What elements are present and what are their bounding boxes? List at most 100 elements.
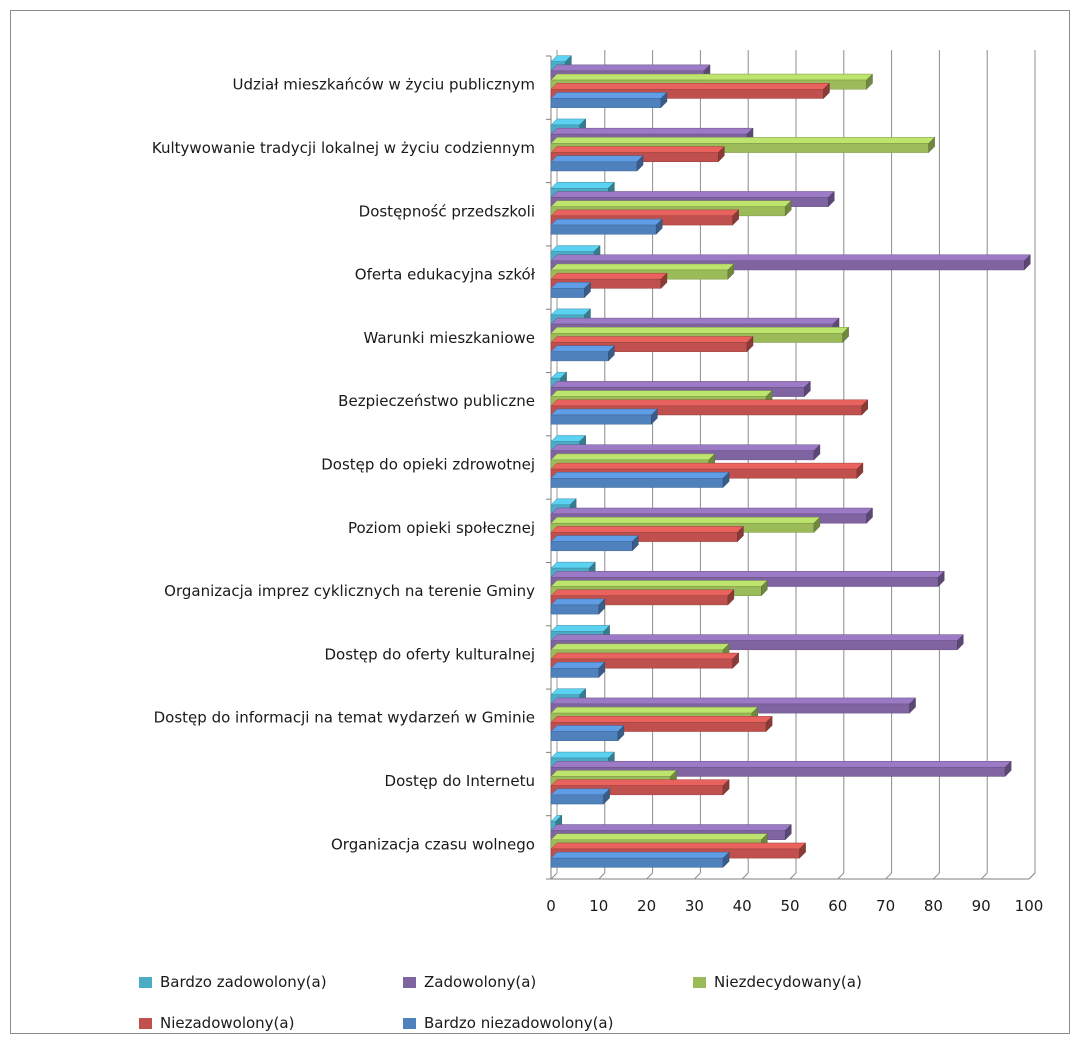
category-label: Warunki mieszkaniowe	[363, 329, 535, 347]
bar-end-face	[746, 335, 754, 353]
gridline-floor	[550, 872, 558, 880]
bar	[550, 91, 668, 109]
bar-top-face	[550, 453, 716, 461]
bar-top-face	[550, 272, 668, 280]
bar-front-face	[550, 667, 600, 678]
bar-front-face	[550, 731, 619, 741]
bar	[550, 715, 773, 733]
bar-top-face	[550, 137, 936, 144]
bar-end-face	[866, 73, 873, 90]
bar-end-face	[823, 82, 830, 100]
bar-front-face	[550, 288, 585, 298]
bar	[550, 218, 663, 235]
bar	[550, 525, 745, 543]
bar-end-face	[928, 136, 935, 154]
bar-end-face	[784, 200, 792, 217]
bar	[550, 851, 730, 868]
bar-top-face	[550, 444, 821, 451]
bar-end-face	[784, 823, 792, 841]
bar-top-face	[550, 760, 1012, 768]
bar-front-face	[550, 161, 638, 172]
category-label: Dostęp do opieki zdrowotnej	[321, 456, 535, 474]
legend-swatch	[139, 1017, 152, 1029]
bar-top-face	[550, 851, 730, 859]
bar-top-face	[550, 146, 725, 153]
bar-top-face	[550, 507, 874, 515]
bar-top-face	[550, 254, 1031, 262]
bar-top-face	[550, 345, 615, 352]
bar	[550, 779, 730, 796]
bar-top-face	[550, 308, 592, 316]
gridline-floor	[598, 872, 606, 880]
bar-top-face	[550, 182, 615, 189]
x-tick-label: 70	[876, 897, 895, 915]
category-label: Dostęp do Internetu	[385, 772, 535, 790]
bar	[550, 652, 740, 669]
bar	[550, 254, 1031, 271]
bar-top-face	[550, 625, 611, 632]
bar	[550, 272, 668, 289]
x-tick-label: 40	[733, 897, 752, 915]
legend-label: Bardzo zadowolony(a)	[160, 973, 327, 991]
bar-end-face	[722, 851, 730, 868]
bar-end-face	[866, 507, 873, 524]
category-label: Oferta edukacyjna szkół	[355, 266, 536, 284]
bar	[550, 335, 754, 353]
bar-top-face	[550, 472, 730, 479]
bar-end-face	[813, 516, 821, 534]
bar-end-face	[842, 326, 849, 344]
x-tick-label: 100	[1015, 897, 1044, 915]
bar-end-face	[909, 697, 916, 714]
bar-top-face	[550, 652, 740, 660]
bar-top-face	[550, 282, 592, 289]
x-tick-label: 20	[637, 897, 656, 915]
bar-end-face	[617, 724, 625, 742]
bar-top-face	[550, 155, 644, 163]
bar-front-face	[550, 604, 600, 615]
bar-top-face	[550, 408, 658, 416]
bar	[550, 82, 831, 100]
bar-top-face	[550, 580, 768, 587]
bar-end-face	[598, 598, 606, 615]
bar	[550, 408, 658, 425]
bar-front-face	[550, 98, 662, 108]
bar-top-face	[550, 218, 663, 226]
bar-end-face	[632, 535, 639, 552]
bar	[550, 345, 615, 362]
legend-item: Bardzo niezadowolony(a)	[403, 1014, 613, 1032]
bar-top-face	[550, 336, 754, 343]
legend-swatch	[139, 976, 152, 988]
category-label: Dostęp do oferty kulturalnej	[324, 645, 535, 663]
bar-end-face	[636, 155, 644, 172]
bar-end-face	[727, 263, 735, 280]
bar-top-face	[550, 263, 735, 271]
bar-end-face	[827, 190, 835, 208]
bar	[550, 634, 964, 651]
bar-front-face	[550, 351, 609, 362]
x-tick-label: 10	[589, 897, 608, 915]
bar-top-face	[550, 462, 864, 470]
bar-top-face	[550, 661, 606, 669]
bar-top-face	[550, 127, 754, 135]
bar-top-face	[550, 571, 945, 578]
gridline-floor	[789, 872, 797, 880]
legend-item: Zadowolony(a)	[403, 973, 536, 991]
bar-front-face	[550, 478, 724, 488]
bar-end-face	[737, 525, 744, 543]
legend-swatch	[693, 976, 706, 988]
x-tick-label: 80	[924, 897, 943, 915]
bar-end-face	[603, 788, 610, 805]
bar	[550, 155, 644, 172]
bar-top-face	[550, 770, 678, 777]
bar	[550, 788, 611, 805]
bar-end-face	[856, 462, 864, 479]
bar-front-face	[550, 857, 724, 868]
bar-end-face	[722, 471, 730, 489]
bar-front-face	[550, 541, 633, 552]
category-label: Udział mieszkańców w życiu publicznym	[232, 76, 535, 94]
bar-top-face	[550, 643, 730, 651]
bar-end-face	[660, 272, 668, 289]
legend-label: Zadowolony(a)	[424, 973, 537, 991]
bar-top-face	[550, 842, 807, 850]
bar-top-face	[550, 399, 869, 407]
